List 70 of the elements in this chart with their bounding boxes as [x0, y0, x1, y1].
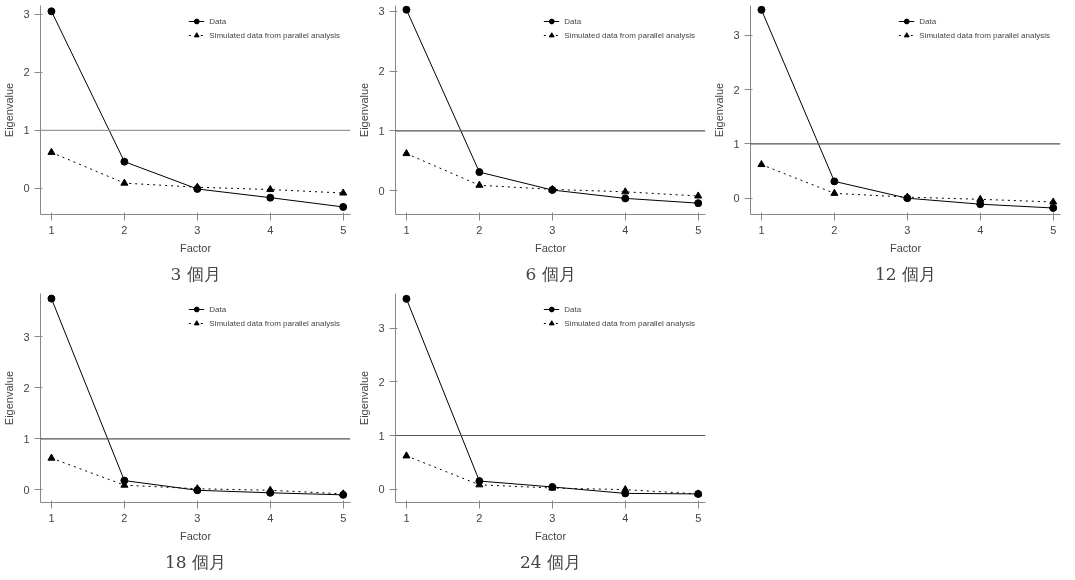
x-tick-label: 2 [476, 223, 483, 236]
x-tick-label: 5 [695, 511, 702, 524]
y-tick-label: 2 [733, 83, 740, 96]
text: 24 個月 [519, 551, 582, 572]
x-tick-label: 2 [831, 223, 838, 236]
y-tick-label: 1 [378, 429, 385, 442]
legend-label: Data [564, 303, 583, 315]
text: 18 個月 [164, 551, 227, 572]
x-tick-label: 4 [977, 223, 984, 236]
x-axis-title: Factor [889, 241, 922, 254]
y-tick-label: 0 [733, 192, 740, 205]
y-tick-label: 3 [378, 322, 385, 335]
y-tick-label: 1 [378, 124, 385, 137]
x-tick-label: 4 [622, 223, 629, 236]
y-axis-title: Eigenvalue [358, 82, 371, 138]
x-tick-label: 5 [1050, 223, 1057, 236]
y-tick-label: 3 [23, 330, 30, 343]
y-axis-title: Eigenvalue [713, 82, 726, 138]
y-tick-label: 0 [378, 483, 385, 496]
y-tick-label: 2 [378, 375, 385, 388]
legend-label: Simulated data from parallel analysis [564, 317, 695, 329]
y-tick-label: 1 [23, 432, 30, 445]
x-tick-label: 3 [904, 223, 911, 236]
legend-label: Simulated data from parallel analysis [209, 29, 340, 41]
legend-label: Simulated data from parallel analysis [919, 29, 1050, 41]
x-axis-title: Factor [179, 529, 212, 542]
x-tick-label: 5 [340, 511, 347, 524]
y-tick-label: 3 [378, 5, 385, 18]
legend-label: Simulated data from parallel analysis [209, 317, 340, 329]
x-tick-label: 3 [549, 223, 556, 236]
x-tick-label: 4 [622, 511, 629, 524]
x-tick-label: 1 [403, 511, 410, 524]
y-tick-label: 2 [23, 66, 30, 79]
y-axis-title: Eigenvalue [358, 370, 371, 426]
x-tick-label: 1 [403, 223, 410, 236]
x-tick-label: 5 [695, 223, 702, 236]
x-tick-label: 5 [340, 223, 347, 236]
y-tick-label: 0 [378, 184, 385, 197]
y-tick-label: 3 [733, 29, 740, 42]
text: 12 個月 [874, 263, 937, 284]
legend-label: Simulated data from parallel analysis [564, 29, 695, 41]
text: 6 個月 [525, 263, 576, 284]
legend-label: Data [919, 15, 938, 27]
y-tick-label: 0 [23, 182, 30, 195]
legend-label: Data [209, 15, 228, 27]
x-axis-title: Factor [179, 241, 212, 254]
x-tick-label: 3 [549, 511, 556, 524]
x-tick-label: 1 [48, 511, 55, 524]
x-tick-label: 1 [758, 223, 765, 236]
x-axis-title: Factor [534, 241, 567, 254]
y-axis-title: Eigenvalue [3, 370, 16, 426]
y-tick-label: 1 [23, 124, 30, 137]
x-tick-label: 2 [476, 511, 483, 524]
x-axis-title: Factor [534, 529, 567, 542]
y-tick-label: 3 [23, 8, 30, 21]
x-tick-label: 1 [48, 223, 55, 236]
legend-label: Data [209, 303, 228, 315]
x-tick-label: 2 [121, 511, 128, 524]
text: 3 個月 [170, 263, 221, 284]
y-tick-label: 1 [733, 137, 740, 150]
legend-label: Data [564, 15, 583, 27]
y-tick-label: 2 [23, 381, 30, 394]
x-tick-label: 3 [194, 223, 201, 236]
y-tick-label: 0 [23, 483, 30, 496]
x-tick-label: 4 [267, 223, 274, 236]
y-tick-label: 2 [378, 65, 385, 78]
y-axis-title: Eigenvalue [3, 82, 16, 138]
x-tick-label: 2 [121, 223, 128, 236]
x-tick-label: 3 [194, 511, 201, 524]
x-tick-label: 4 [267, 511, 274, 524]
